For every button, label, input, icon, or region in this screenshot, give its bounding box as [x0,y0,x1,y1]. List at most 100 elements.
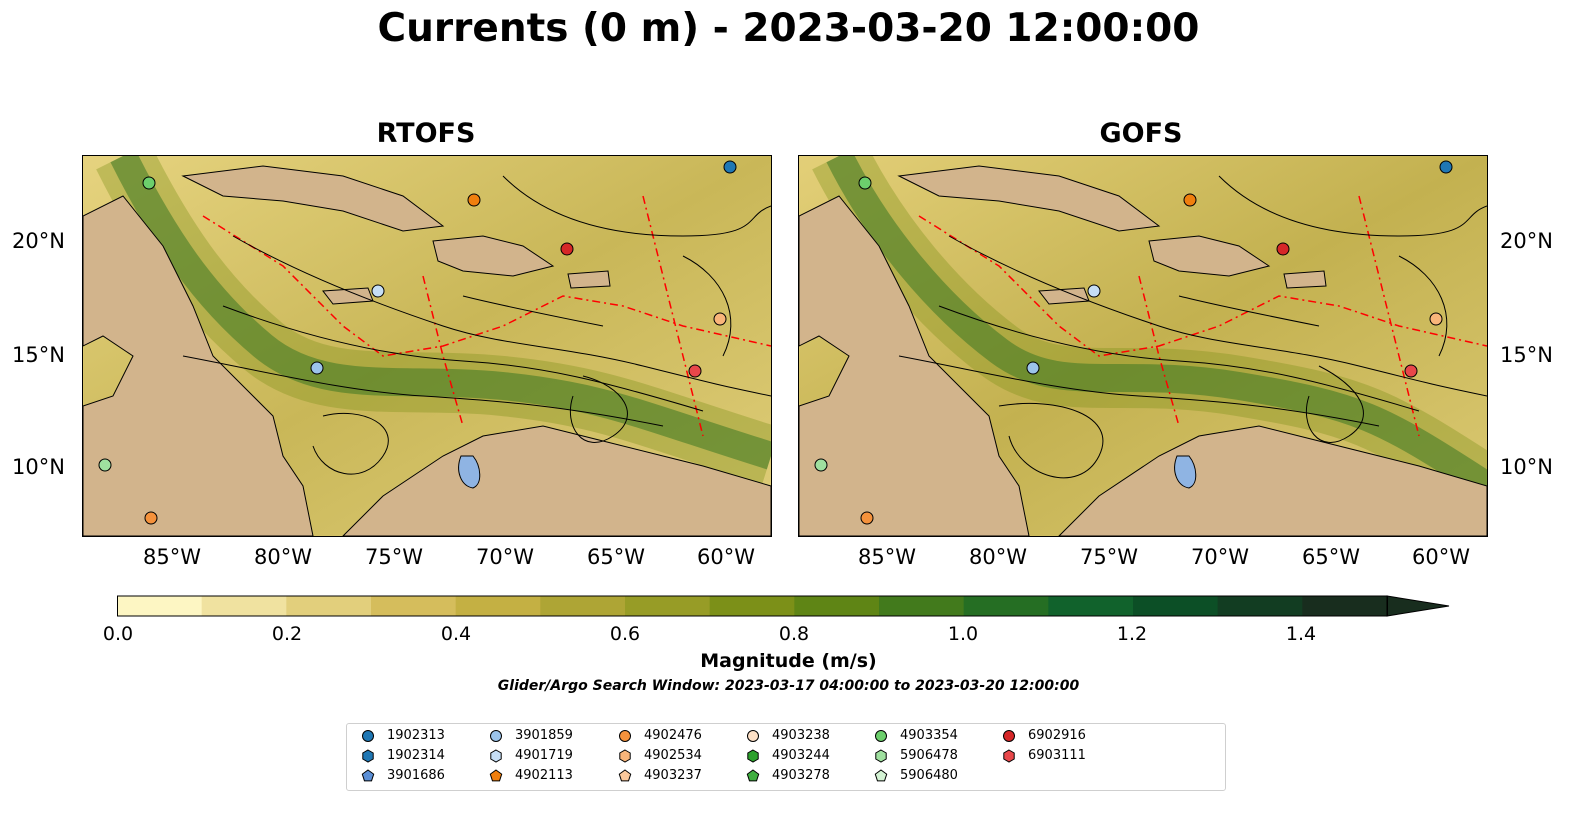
map-gofs[interactable] [798,155,1488,537]
colorbar-segment [794,596,880,616]
legend-item: 6903111 [1002,748,1086,763]
colorbar-segment [117,596,203,616]
colorbar-tick-7: 1.4 [1285,623,1317,645]
lon-label-left-75: 75°W [365,545,423,569]
legend-marker-icon [875,748,887,763]
land-hispaniola [432,235,555,277]
lat-label-right-15: 15°N [1500,343,1553,367]
lat-label-left-15: 15°N [12,343,65,367]
legend-marker-icon [747,748,759,763]
lon-label-left-70: 70°W [476,545,534,569]
legend-marker-icon [489,768,503,781]
lon-label-right-75: 75°W [1080,545,1138,569]
legend-item: 3901859 [489,728,573,743]
legend-label: 3901686 [387,768,445,783]
streamlines [898,175,1487,479]
legend-label: 4902476 [644,728,702,743]
legend-item: 5906480 [874,768,958,783]
colorbar [117,595,1450,617]
land-central-america [83,195,314,536]
legend-marker-icon [746,768,760,781]
land-puerto-rico [1283,270,1327,289]
land-hispaniola [1148,235,1271,277]
lon-label-left-80: 80°W [254,545,312,569]
legend-label: 6902916 [1028,728,1086,743]
colorbar-segment [286,596,372,616]
legend-marker-icon [362,729,374,742]
legend-label: 4903354 [900,728,958,743]
colorbar-segment [540,596,626,616]
legend-item: 1902314 [361,748,445,763]
lon-label-right-80: 80°W [969,545,1027,569]
land-puerto-rico [567,270,611,289]
eez-boundary-3 [642,195,704,437]
panel-title-gofs: GOFS [1099,118,1183,149]
current-band [812,156,1487,512]
colorbar-segment [1048,596,1134,616]
legend-marker-icon [1003,748,1015,763]
legend-label: 5906480 [900,768,958,783]
colorbar-extend-arrow [1386,595,1450,617]
map-rtofs[interactable] [82,155,772,537]
lat-label-right-20: 20°N [1500,229,1553,253]
legend-label: 4903238 [772,728,830,743]
colorbar-segment [625,596,711,616]
legend-label: 4902113 [515,768,573,783]
map-gofs-canvas [799,156,1487,536]
land-cuba [181,165,445,232]
streamlines [182,175,771,475]
legend-label: 3901859 [515,728,573,743]
lake-maracaibo [1174,455,1197,489]
legend-item: 6902916 [1002,728,1086,743]
legend-label: 1902313 [387,728,445,743]
lon-label-right-60: 60°W [1412,545,1470,569]
legend-item: 4903238 [746,728,830,743]
legend-marker-icon [874,768,888,781]
legend-marker-icon [619,729,631,742]
legend-marker-icon [619,748,631,763]
float-markers [814,160,1453,525]
legend-label: 4901719 [515,748,573,763]
lon-label-right-65: 65°W [1302,545,1360,569]
colorbar-segment [371,596,457,616]
legend: 1902313 1902314 3901686 3901859 4901719 49021… [346,723,1226,791]
land-central-america [799,195,1030,536]
colorbar-segment [1302,596,1388,616]
legend-label: 1902314 [387,748,445,763]
legend-marker-icon [490,729,502,742]
legend-item: 4903237 [618,768,702,783]
lon-label-left-85: 85°W [143,545,201,569]
colorbar-segment [963,596,1049,616]
colorbar-segment [201,596,287,616]
legend-label: 4903278 [772,768,830,783]
legend-item: 3901686 [361,768,445,783]
eez-boundary-2 [1138,275,1180,427]
legend-label: 4903237 [644,768,702,783]
legend-item: 4902534 [618,748,702,763]
lon-label-right-70: 70°W [1191,545,1249,569]
legend-item: 4901719 [489,748,573,763]
colorbar-tick-0: 0.0 [102,623,134,645]
colorbar-tick-2: 0.4 [440,623,472,645]
legend-label: 4902534 [644,748,702,763]
eez-boundary-2 [422,275,464,427]
lon-label-right-85: 85°W [858,545,916,569]
legend-label: 6903111 [1028,748,1086,763]
legend-item: 4903278 [746,768,830,783]
lat-label-left-10: 10°N [12,455,65,479]
colorbar-tick-6: 1.2 [1116,623,1148,645]
lat-label-right-10: 10°N [1500,455,1553,479]
colorbar-tick-1: 0.2 [271,623,303,645]
colorbar-segment [1217,596,1303,616]
lon-label-left-60: 60°W [697,545,755,569]
colorbar-segment [1133,596,1219,616]
float-markers [98,160,737,525]
lon-label-left-65: 65°W [587,545,645,569]
panel-title-rtofs: RTOFS [376,118,476,149]
colorbar-tick-4: 0.8 [778,623,810,645]
colorbar-label: Magnitude (m/s) [700,650,877,672]
legend-label: 4903244 [772,748,830,763]
legend-marker-icon [1003,729,1015,742]
current-core [826,156,1487,498]
land-south-america [1058,425,1487,536]
